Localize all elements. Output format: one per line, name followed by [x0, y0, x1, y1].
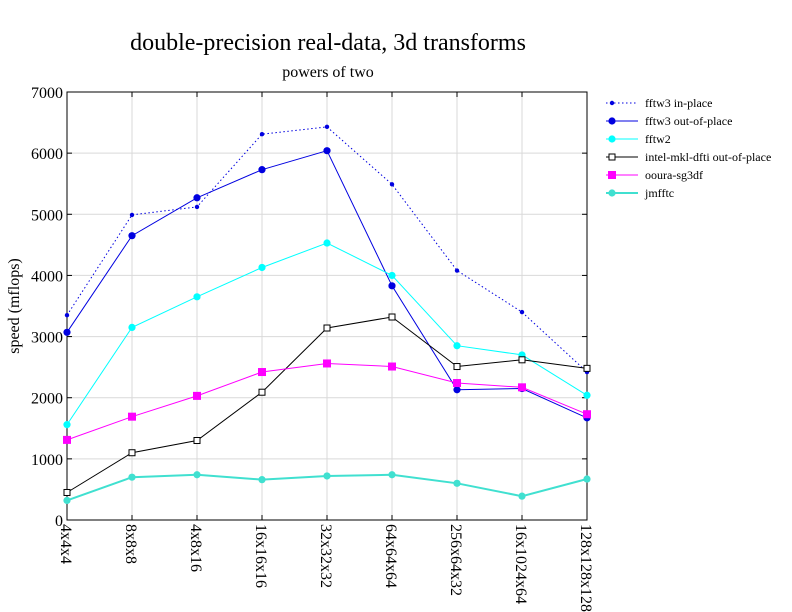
legend-label: fftw3 in-place: [645, 96, 712, 110]
jmfftc-point: [323, 472, 331, 480]
jmfftc-point: [388, 471, 396, 479]
fftw2-point: [388, 271, 396, 280]
x-tick-label: 4x8x16: [187, 524, 204, 572]
x-axis: 4x4x4 8x8x8 4x8x16 16x16x16 32x32x32 64x64x64…: [57, 92, 594, 612]
legend-jmfftc-point: [608, 189, 616, 197]
legend-item-jmfftc: jmfftc: [606, 186, 674, 200]
series: [63, 124, 591, 505]
legend-fftw2-point: [608, 135, 616, 143]
intel-mkl-dfti-out-of-place-point: [128, 449, 136, 457]
series-jmfftc: [63, 471, 591, 505]
ooura-sg3df-point: [388, 362, 396, 371]
fftw3-in-place-point: [454, 268, 460, 273]
fftw3-in-place-point: [519, 309, 525, 315]
fftw2-point: [193, 293, 201, 301]
intel-mkl-dfti-out-of-place-point: [518, 356, 526, 364]
ooura-sg3df-point: [323, 359, 331, 368]
fftw3-in-place-point: [64, 312, 70, 318]
legend-fftw3-out-of-place-point: [608, 117, 616, 125]
y-tick-label: 1000: [31, 452, 63, 469]
intel-mkl-dfti-out-of-place-point: [323, 324, 331, 332]
y-tick-label: 7000: [31, 85, 63, 102]
legend-label: fftw3 out-of-place: [645, 114, 732, 128]
y-tick-label: 2000: [31, 391, 63, 408]
fftw2-point: [583, 391, 591, 399]
jmfftc-point: [518, 492, 526, 500]
x-tick-label: 16x1024x64: [512, 524, 529, 604]
fftw3-in-place-line: [66, 126, 588, 373]
legend-item-intel-mkl-dfti-out-of-place: intel-mkl-dfti out-of-place: [606, 150, 771, 164]
intel-mkl-dfti-out-of-place-point: [63, 488, 71, 496]
x-tick-label: 4x4x4: [57, 524, 74, 564]
fftw2-point: [128, 323, 136, 331]
intel-mkl-dfti-out-of-place-point: [258, 388, 266, 396]
y-axis: 0 1000 2000 3000 4000 5000 6000 7000: [31, 85, 587, 530]
ooura-sg3df-point: [258, 368, 266, 377]
chart-subtitle: powers of two: [282, 64, 374, 81]
ooura-sg3df-point: [583, 410, 591, 419]
intel-mkl-dfti-out-of-place-point: [388, 313, 396, 321]
jmfftc-point: [63, 496, 71, 505]
fftw3-in-place-point: [389, 182, 395, 187]
fftw3-out-of-place-point: [453, 386, 461, 394]
fftw3-in-place-point: [259, 131, 265, 137]
jmfftc-point: [583, 475, 591, 483]
legend-ooura-sg3df-point: [608, 171, 616, 179]
fftw3-out-of-place-point: [388, 282, 396, 290]
legend-label: ooura-sg3df: [645, 168, 703, 182]
intel-mkl-dfti-out-of-place-point: [193, 437, 201, 445]
y-tick-label: 0: [55, 513, 63, 530]
x-tick-label: 16x16x16: [252, 524, 269, 588]
ooura-sg3df-point: [193, 391, 201, 400]
y-tick-label: 3000: [31, 330, 63, 347]
fftw3-out-of-place-point: [63, 328, 71, 336]
legend-label: fftw2: [645, 132, 671, 146]
ooura-sg3df-point: [453, 379, 461, 388]
ooura-sg3df-point: [63, 435, 71, 444]
x-tick-label: 128x128x128: [577, 524, 594, 612]
fftw2-point: [453, 342, 461, 350]
y-tick-label: 6000: [31, 146, 63, 163]
fftw3-in-place-point: [324, 124, 330, 130]
intel-mkl-dfti-out-of-place-point: [583, 364, 591, 372]
x-tick-label: 256x64x32: [447, 524, 464, 596]
jmfftc-point: [128, 473, 136, 481]
jmfftc-point: [453, 479, 461, 487]
fftw3-in-place-point: [194, 204, 200, 210]
y-tick-label: 4000: [31, 268, 63, 285]
ooura-sg3df-point: [518, 383, 526, 392]
legend-intel-mkl-dfti-out-of-place-point: [608, 153, 616, 161]
fftw3-out-of-place-point: [323, 147, 331, 155]
fftw3-out-of-place-point: [258, 166, 266, 174]
chart-title: double-precision real-data, 3d transform…: [130, 30, 526, 56]
legend-label: jmfftc: [644, 186, 674, 200]
fftw3-out-of-place-point: [128, 232, 136, 240]
x-tick-label: 8x8x8: [122, 524, 139, 564]
fftw2-point: [63, 421, 71, 429]
fftw3-in-place-point: [129, 212, 135, 218]
legend-fftw3-in-place-point: [609, 100, 615, 106]
intel-mkl-dfti-out-of-place-point: [453, 363, 461, 371]
fftw3-out-of-place-point: [193, 194, 201, 202]
legend-item-ooura-sg3df: ooura-sg3df: [606, 168, 703, 182]
y-axis-label: speed (mflops): [6, 258, 23, 354]
fftw2-point: [323, 239, 331, 247]
grid: [67, 92, 587, 520]
legend: fftw3 in-place fftw3 out-of-place fftw2 int…: [606, 96, 771, 200]
legend-label: intel-mkl-dfti out-of-place: [645, 150, 771, 164]
series-fftw2: [63, 239, 591, 429]
series-ooura-sg3df: [63, 359, 591, 444]
y-tick-label: 5000: [31, 207, 63, 224]
fftw2-point: [258, 263, 266, 272]
series-intel-mkl-dfti-out-of-place: [63, 313, 591, 496]
x-tick-label: 64x64x64: [382, 524, 399, 588]
legend-item-fftw3-out-of-place: fftw3 out-of-place: [606, 114, 732, 128]
ooura-sg3df-point: [128, 412, 136, 421]
legend-item-fftw2: fftw2: [606, 132, 671, 146]
legend-item-fftw3-in-place: fftw3 in-place: [606, 96, 712, 110]
x-tick-label: 32x32x32: [317, 524, 334, 588]
jmfftc-point: [193, 471, 201, 479]
jmfftc-point: [258, 476, 266, 484]
